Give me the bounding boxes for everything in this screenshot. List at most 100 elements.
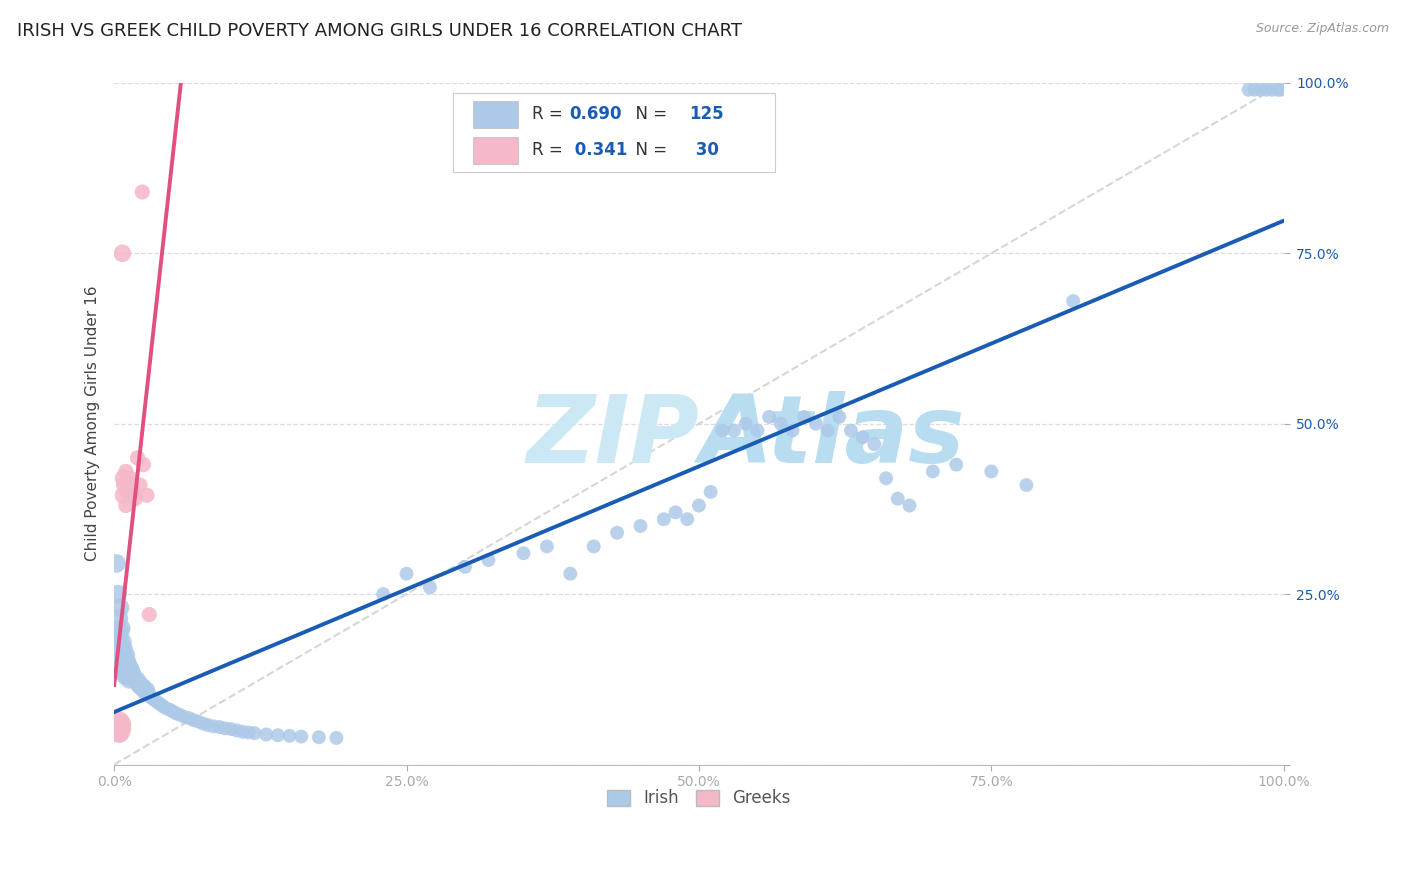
Point — [395, 566, 418, 581]
Point — [110, 724, 132, 739]
Point — [676, 512, 699, 526]
Point — [138, 690, 160, 704]
Point — [723, 424, 745, 438]
Point — [122, 669, 145, 683]
Point — [115, 465, 138, 479]
Point — [136, 488, 159, 502]
Point — [121, 673, 143, 687]
Point — [134, 682, 156, 697]
Point — [512, 546, 534, 560]
Point — [117, 658, 139, 673]
Point — [111, 716, 134, 731]
Point — [688, 499, 710, 513]
Text: N =: N = — [626, 141, 672, 160]
Point — [1237, 83, 1260, 97]
Point — [232, 724, 254, 739]
Point — [159, 703, 181, 717]
Point — [111, 722, 134, 736]
Point — [115, 669, 138, 683]
Point — [863, 437, 886, 451]
Y-axis label: Child Poverty Among Girls Under 16: Child Poverty Among Girls Under 16 — [86, 286, 100, 561]
Point — [132, 679, 155, 693]
Point — [118, 662, 141, 676]
Point — [132, 458, 155, 472]
Point — [278, 729, 301, 743]
Point — [149, 698, 172, 712]
Point — [108, 611, 131, 625]
FancyBboxPatch shape — [474, 101, 517, 128]
Point — [875, 471, 897, 485]
Point — [793, 409, 815, 424]
Point — [267, 728, 290, 742]
Point — [711, 424, 734, 438]
Point — [758, 409, 780, 424]
Point — [117, 669, 139, 683]
Point — [124, 673, 146, 687]
Point — [817, 424, 839, 438]
Point — [1062, 293, 1084, 308]
Point — [202, 719, 225, 733]
Point — [887, 491, 910, 506]
Point — [606, 525, 628, 540]
Point — [108, 632, 131, 646]
Point — [108, 715, 131, 730]
Point — [177, 711, 200, 725]
Point — [110, 722, 132, 736]
Point — [1267, 83, 1289, 97]
Point — [142, 692, 165, 706]
Point — [108, 727, 131, 741]
Point — [129, 675, 152, 690]
Point — [111, 635, 134, 649]
Point — [1270, 83, 1292, 97]
Point — [630, 519, 652, 533]
Point — [152, 699, 174, 714]
Text: IRISH VS GREEK CHILD POVERTY AMONG GIRLS UNDER 16 CORRELATION CHART: IRISH VS GREEK CHILD POVERTY AMONG GIRLS… — [17, 22, 742, 40]
Text: Source: ZipAtlas.com: Source: ZipAtlas.com — [1256, 22, 1389, 36]
Point — [108, 624, 131, 639]
Point — [165, 706, 187, 721]
Point — [308, 731, 330, 745]
Text: 125: 125 — [689, 105, 724, 123]
Point — [191, 716, 214, 731]
Point — [107, 720, 129, 734]
Point — [419, 580, 441, 594]
Point — [107, 587, 129, 601]
Text: 0.341: 0.341 — [569, 141, 627, 160]
Point — [127, 450, 149, 465]
Point — [127, 673, 149, 687]
Point — [1256, 83, 1278, 97]
Text: R =: R = — [531, 105, 568, 123]
Point — [120, 471, 142, 485]
Point — [243, 726, 266, 740]
Point — [121, 482, 143, 496]
Text: 30: 30 — [689, 141, 718, 160]
Point — [1243, 83, 1265, 97]
Point — [254, 727, 277, 741]
Point — [214, 722, 236, 736]
Point — [148, 696, 170, 710]
Point — [125, 675, 148, 690]
Point — [238, 725, 260, 739]
Point — [111, 658, 134, 673]
Point — [290, 730, 312, 744]
Point — [115, 655, 138, 669]
Point — [183, 713, 205, 727]
Point — [108, 724, 131, 739]
Point — [145, 694, 167, 708]
Point — [839, 424, 862, 438]
Point — [898, 499, 921, 513]
Point — [173, 710, 195, 724]
Point — [454, 559, 477, 574]
Point — [325, 731, 347, 745]
Point — [477, 553, 499, 567]
Point — [136, 686, 159, 700]
Point — [664, 505, 686, 519]
Point — [138, 607, 160, 622]
Point — [208, 720, 231, 734]
Point — [747, 424, 769, 438]
FancyBboxPatch shape — [453, 93, 775, 171]
Point — [112, 488, 135, 502]
Point — [136, 682, 159, 697]
Point — [105, 716, 128, 731]
Point — [782, 424, 804, 438]
